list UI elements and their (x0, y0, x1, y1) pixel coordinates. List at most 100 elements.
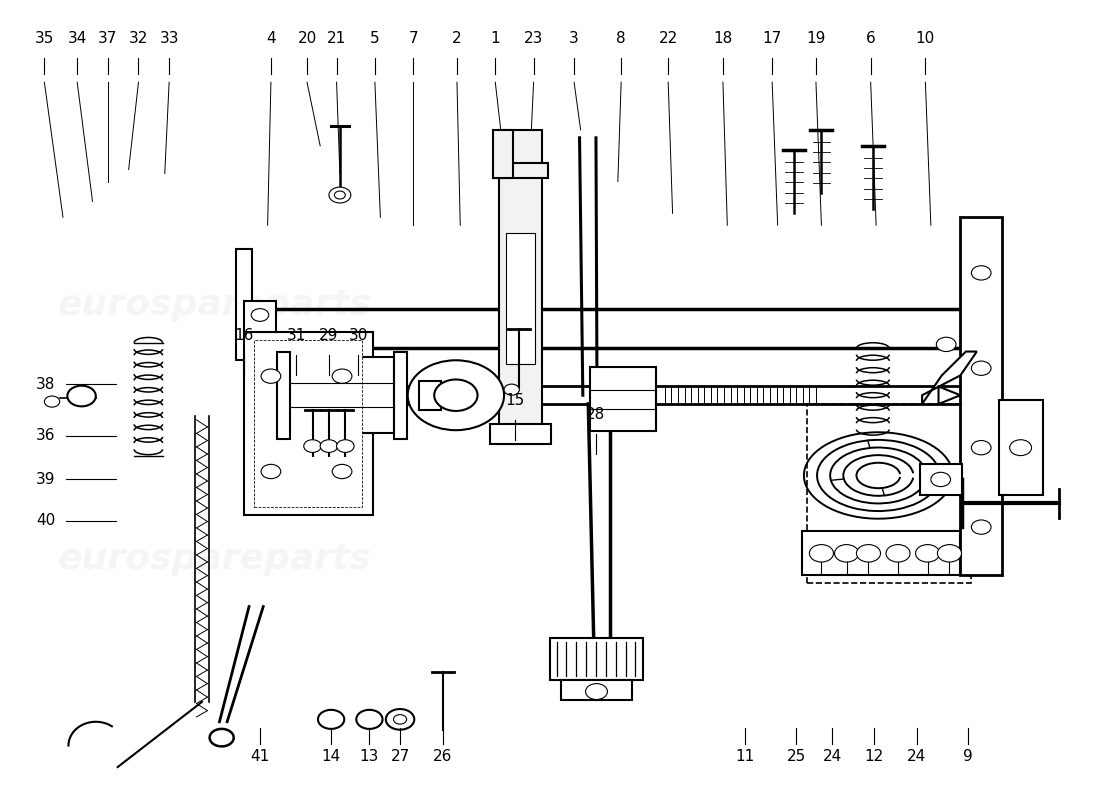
Bar (498, 130, 542, 444)
Text: 2: 2 (452, 30, 462, 46)
Circle shape (937, 545, 961, 562)
Circle shape (356, 710, 383, 729)
Circle shape (334, 191, 345, 199)
Circle shape (251, 309, 268, 322)
Circle shape (886, 545, 910, 562)
Bar (490, 424, 551, 444)
Bar (561, 680, 632, 699)
Circle shape (971, 520, 991, 534)
Text: 23: 23 (524, 30, 543, 46)
Text: 39: 39 (36, 472, 55, 487)
Text: 9: 9 (964, 749, 974, 764)
Text: 21: 21 (327, 30, 346, 46)
Text: 38: 38 (36, 377, 55, 392)
Bar (802, 531, 960, 574)
Circle shape (931, 472, 950, 486)
Bar (419, 381, 441, 410)
Bar (999, 400, 1043, 495)
Text: 13: 13 (360, 749, 379, 764)
Bar (254, 341, 362, 507)
Circle shape (329, 187, 351, 203)
Text: eurospareparts: eurospareparts (57, 288, 372, 322)
Text: 10: 10 (916, 30, 935, 46)
Circle shape (857, 545, 880, 562)
Circle shape (971, 266, 991, 280)
Bar (235, 249, 252, 360)
Text: 24: 24 (908, 749, 926, 764)
Circle shape (915, 545, 939, 562)
Text: 11: 11 (735, 749, 755, 764)
Text: 27: 27 (390, 749, 409, 764)
Bar (550, 638, 644, 680)
Text: 31: 31 (286, 328, 306, 342)
Text: 8: 8 (616, 30, 626, 46)
Text: 29: 29 (319, 328, 339, 342)
Bar (807, 404, 971, 582)
Text: 35: 35 (35, 30, 54, 46)
Circle shape (504, 384, 519, 395)
Bar (591, 367, 657, 431)
Text: eurospareparts: eurospareparts (57, 542, 372, 576)
Bar (960, 218, 1002, 574)
Circle shape (320, 440, 338, 453)
Bar (277, 351, 290, 439)
Text: 19: 19 (806, 30, 826, 46)
Circle shape (261, 464, 280, 478)
Text: 40: 40 (36, 514, 55, 528)
Text: 3: 3 (569, 30, 579, 46)
Text: 30: 30 (349, 328, 368, 342)
Text: 1: 1 (491, 30, 501, 46)
Circle shape (971, 361, 991, 375)
Text: 4: 4 (266, 30, 276, 46)
Text: 34: 34 (67, 30, 87, 46)
Text: 26: 26 (433, 749, 452, 764)
Bar (243, 301, 276, 333)
Circle shape (835, 545, 859, 562)
Text: 20: 20 (297, 30, 317, 46)
Circle shape (318, 710, 344, 729)
Circle shape (936, 338, 956, 351)
Polygon shape (938, 386, 960, 404)
Text: 18: 18 (713, 30, 733, 46)
Circle shape (386, 709, 415, 730)
Circle shape (434, 379, 477, 411)
Circle shape (971, 441, 991, 455)
Text: 37: 37 (98, 30, 118, 46)
Text: 41: 41 (251, 749, 270, 764)
Text: 33: 33 (160, 30, 179, 46)
Bar (920, 463, 961, 495)
Bar (506, 233, 535, 364)
Bar (493, 163, 548, 178)
Bar (394, 351, 407, 439)
Bar (290, 358, 394, 433)
Text: 24: 24 (823, 749, 842, 764)
Text: 28: 28 (586, 407, 606, 422)
Circle shape (585, 684, 607, 699)
Text: 14: 14 (321, 749, 341, 764)
Circle shape (332, 369, 352, 383)
Circle shape (810, 545, 834, 562)
Circle shape (67, 386, 96, 406)
Text: 25: 25 (786, 749, 806, 764)
Text: 32: 32 (129, 30, 149, 46)
Text: 17: 17 (762, 30, 782, 46)
Circle shape (332, 464, 352, 478)
Text: 12: 12 (865, 749, 883, 764)
Text: 22: 22 (659, 30, 678, 46)
Circle shape (408, 360, 504, 430)
Circle shape (394, 714, 407, 724)
Circle shape (261, 369, 280, 383)
Bar (493, 130, 513, 178)
Text: 36: 36 (36, 428, 55, 443)
Bar (243, 333, 373, 515)
Circle shape (44, 396, 59, 407)
Circle shape (1010, 440, 1032, 456)
Polygon shape (922, 351, 977, 404)
Text: 7: 7 (408, 30, 418, 46)
Circle shape (337, 440, 354, 453)
Text: 16: 16 (234, 328, 253, 342)
Text: 6: 6 (866, 30, 876, 46)
Text: 15: 15 (505, 393, 525, 408)
Text: 5: 5 (370, 30, 379, 46)
Circle shape (304, 440, 321, 453)
